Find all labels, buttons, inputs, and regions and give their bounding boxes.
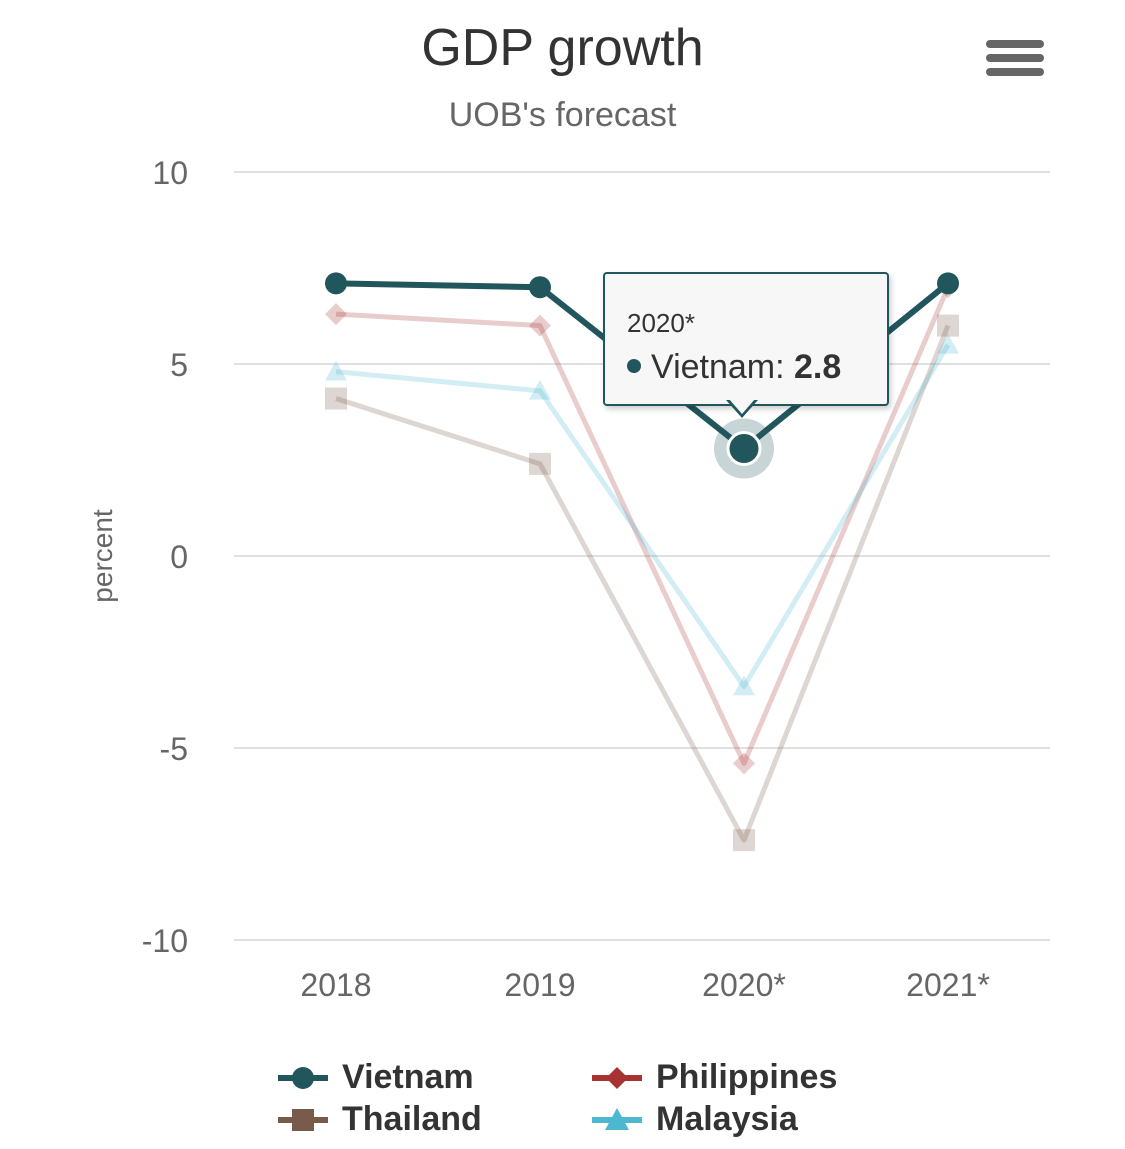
philippines-legend-icon [592,1067,642,1089]
hamburger-menu-icon[interactable] [986,40,1044,84]
data-point-thailand [733,829,755,852]
data-point-philippines [325,303,347,326]
y-tick-label: 10 [152,155,188,191]
series-line-philippines [335,286,951,766]
data-point-philippines [733,752,755,775]
tooltip-dot-icon [627,359,641,374]
y-tick-label: 0 [170,539,188,575]
chart-subtitle: UOB's forecast [448,96,677,134]
x-tick-label: 2020* [702,967,786,1003]
series-line-thailand [335,324,951,843]
tooltip-row: Vietnam: 2.8 [627,348,841,387]
x-tick-label: 2021* [906,967,990,1003]
legend-item-thailand[interactable]: Thailand [278,1100,558,1140]
y-axis-label: percent [87,509,118,603]
data-point-malaysia [733,675,755,696]
data-point-vietnam [529,276,551,299]
hover-point [726,430,762,466]
tooltip-caret-inner [729,399,755,414]
data-point-thailand [325,387,347,410]
legend-label-philippines: Philippines [656,1058,838,1096]
y-tick-label: 5 [170,347,188,383]
legend-item-vietnam[interactable]: Vietnam [278,1058,558,1098]
x-tick-label: 2019 [504,967,575,1003]
tooltip-value: 2.8 [794,348,842,386]
data-point-malaysia [325,360,347,381]
legend-label-thailand: Thailand [342,1100,482,1138]
tooltip-header: 2020* [627,308,695,338]
legend-item-philippines[interactable]: Philippines [592,1058,872,1098]
data-point-malaysia [529,379,551,400]
series-line-malaysia [335,343,951,690]
data-point-vietnam [325,272,347,295]
chart-title: GDP growth [421,19,704,77]
y-tick-label: -10 [142,923,188,959]
data-point-philippines [529,314,551,337]
thailand-legend-icon [278,1109,328,1131]
data-point-vietnam [937,272,959,295]
tooltip-series-label: Vietnam: [651,348,795,386]
y-tick-label: -5 [160,731,188,767]
data-point-malaysia [937,333,959,354]
data-point-thailand [529,452,551,475]
data-point-thailand [937,314,959,337]
x-tick-label: 2018 [300,967,371,1003]
legend-label-vietnam: Vietnam [342,1058,474,1096]
malaysia-legend-icon [592,1108,642,1130]
tooltip: 2020* Vietnam: 2.8 [603,272,889,406]
legend-item-malaysia[interactable]: Malaysia [592,1100,872,1140]
vietnam-legend-icon [278,1067,328,1089]
legend-label-malaysia: Malaysia [656,1100,798,1138]
